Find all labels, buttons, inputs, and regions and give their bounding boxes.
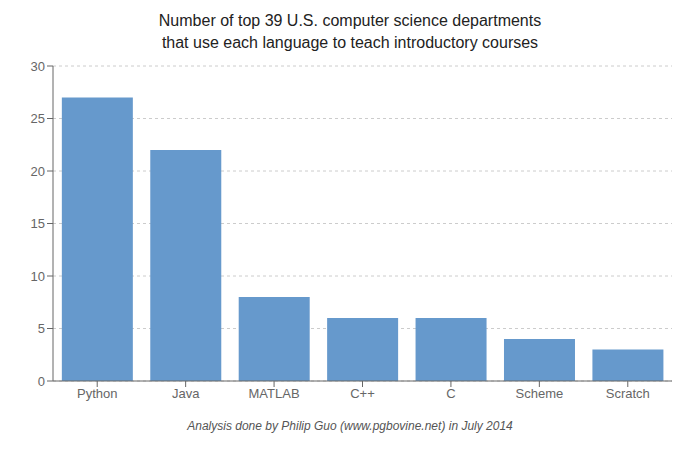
svg-text:10: 10 — [31, 269, 45, 284]
svg-text:30: 30 — [31, 59, 45, 74]
svg-text:5: 5 — [38, 321, 45, 336]
svg-text:Scratch: Scratch — [606, 386, 650, 401]
html-text:Number of top 39 U.S. computer: Number of top 39 U.S. computer science d… — [158, 12, 542, 29]
svg-text:C: C — [446, 386, 455, 401]
svg-text:15: 15 — [31, 216, 45, 231]
svg-text:20: 20 — [31, 164, 45, 179]
svg-text:Scheme: Scheme — [516, 386, 564, 401]
svg-text:0: 0 — [38, 374, 45, 389]
svg-text:MATLAB: MATLAB — [249, 386, 300, 401]
svg-text:Python: Python — [77, 386, 117, 401]
html-text:that use each language to teac: that use each language to teach introduc… — [161, 34, 539, 51]
svg-text:25: 25 — [31, 111, 45, 126]
html-text:Analysis done by Philip Guo (w: Analysis done by Philip Guo (www.pgbovin… — [187, 419, 513, 433]
svg-text:C++: C++ — [350, 386, 375, 401]
svg-text:Java: Java — [172, 386, 200, 401]
